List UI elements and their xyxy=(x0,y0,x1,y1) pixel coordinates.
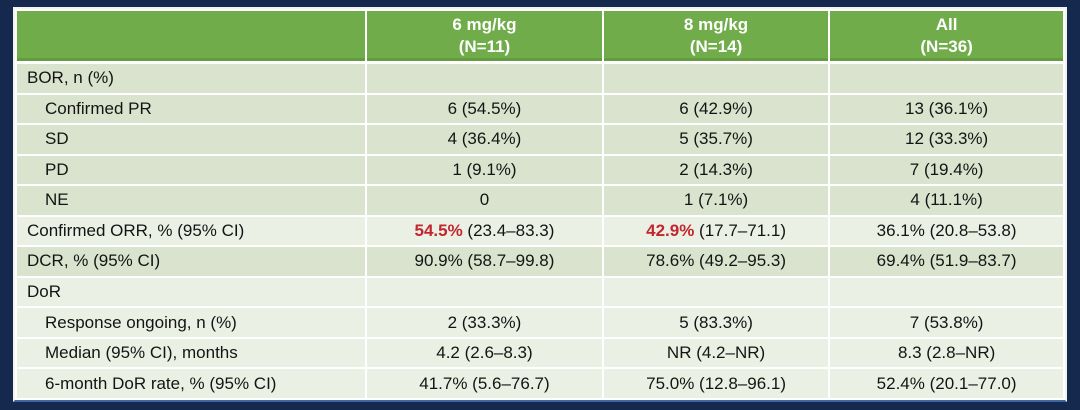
data-cell: 78.6% (49.2–95.3) xyxy=(601,245,831,278)
data-cell: 4.2 (2.6–8.3) xyxy=(365,336,604,370)
data-cell: 1 (7.1%) xyxy=(601,184,831,217)
data-cell: 41.7% (5.6–76.7) xyxy=(365,367,604,400)
column-header-dose: 8 mg/kg xyxy=(683,15,749,35)
row-label: DCR, % (95% CI) xyxy=(14,245,368,278)
data-cell: 1 (9.1%) xyxy=(365,153,604,187)
table-row: BOR, n (%) xyxy=(14,61,1065,95)
column-header-all: All (N=36) xyxy=(828,9,1065,64)
data-cell: 52.4% (20.1–77.0) xyxy=(828,367,1065,400)
results-table-wrap: 6 mg/kg (N=11) 8 mg/kg (N=14) All (N=36)… xyxy=(13,7,1067,402)
highlighted-value: 42.9% xyxy=(646,220,695,240)
column-header-n: (N=11) xyxy=(458,37,511,56)
data-cell: 7 (53.8%) xyxy=(828,306,1065,339)
table-row: 6-month DoR rate, % (95% CI) 41.7% (5.6–7… xyxy=(14,367,1065,400)
table-row: DCR, % (95% CI) 90.9% (58.7–99.8) 78.6% (4… xyxy=(14,245,1065,278)
column-header-n: (N=36) xyxy=(920,37,973,56)
data-cell: 75.0% (12.8–96.1) xyxy=(601,367,831,400)
data-cell xyxy=(828,61,1065,95)
table-row: Confirmed PR 6 (54.5%) 6 (42.9%) 13 (36.1%) xyxy=(14,92,1065,126)
data-cell: 2 (33.3%) xyxy=(365,306,604,339)
data-cell: 0 xyxy=(365,184,604,217)
table-row: NE 0 1 (7.1%) 4 (11.1%) xyxy=(14,184,1065,217)
column-header-8mgkg: 8 mg/kg (N=14) xyxy=(601,9,831,64)
column-header-dose: 6 mg/kg xyxy=(452,15,517,35)
data-cell: 6 (42.9%) xyxy=(601,92,831,126)
data-cell: NR (4.2–NR) xyxy=(601,336,831,370)
data-cell xyxy=(365,61,604,95)
data-cell xyxy=(601,275,831,309)
column-header-6mgkg: 6 mg/kg (N=11) xyxy=(365,9,604,64)
header-row: 6 mg/kg (N=11) 8 mg/kg (N=14) All (N=36) xyxy=(14,9,1065,64)
table-row: Median (95% CI), months 4.2 (2.6–8.3) NR (… xyxy=(14,336,1065,370)
data-cell: 8.3 (2.8–NR) xyxy=(828,336,1065,370)
data-cell: 13 (36.1%) xyxy=(828,92,1065,126)
data-cell: 69.4% (51.9–83.7) xyxy=(828,245,1065,278)
data-cell xyxy=(828,275,1065,309)
data-cell: 7 (19.4%) xyxy=(828,153,1065,187)
row-label: DoR xyxy=(14,275,368,309)
results-table: 6 mg/kg (N=11) 8 mg/kg (N=14) All (N=36)… xyxy=(14,9,1065,400)
data-cell xyxy=(601,61,831,95)
row-label: BOR, n (%) xyxy=(14,61,368,95)
table-row: PD 1 (9.1%) 2 (14.3%) 7 (19.4%) xyxy=(14,153,1065,187)
column-header-dose: All xyxy=(935,15,958,35)
row-label: PD xyxy=(14,153,368,187)
table-row: DoR xyxy=(14,275,1065,309)
row-label: Response ongoing, n (%) xyxy=(14,306,368,339)
column-header-rowlabels xyxy=(14,9,368,64)
data-cell: 2 (14.3%) xyxy=(601,153,831,187)
row-label: Confirmed PR xyxy=(14,92,368,126)
data-cell: 54.5% (23.4–83.3) xyxy=(365,214,604,248)
row-label: 6-month DoR rate, % (95% CI) xyxy=(14,367,368,400)
row-label: SD xyxy=(14,123,368,156)
table-row: Confirmed ORR, % (95% CI) 54.5% (23.4–83.… xyxy=(14,214,1065,248)
table-header: 6 mg/kg (N=11) 8 mg/kg (N=14) All (N=36) xyxy=(14,9,1065,64)
data-cell: 12 (33.3%) xyxy=(828,123,1065,156)
row-label: NE xyxy=(14,184,368,217)
data-cell: 90.9% (58.7–99.8) xyxy=(365,245,604,278)
data-cell: 36.1% (20.8–53.8) xyxy=(828,214,1065,248)
highlighted-value: 54.5% xyxy=(414,220,463,240)
data-cell: 6 (54.5%) xyxy=(365,92,604,126)
data-cell xyxy=(365,275,604,309)
table-row: Response ongoing, n (%) 2 (33.3%) 5 (83.3%… xyxy=(14,306,1065,339)
data-cell: 5 (83.3%) xyxy=(601,306,831,339)
column-header-n: (N=14) xyxy=(689,37,743,56)
row-label: Median (95% CI), months xyxy=(14,336,368,370)
data-cell: 4 (11.1%) xyxy=(828,184,1065,217)
results-table-body: BOR, n (%) Confirmed PR 6 (54.5%) 6 (42.9%)… xyxy=(14,61,1065,400)
table-row: SD 4 (36.4%) 5 (35.7%) 12 (33.3%) xyxy=(14,123,1065,156)
data-cell: 4 (36.4%) xyxy=(365,123,604,156)
row-label: Confirmed ORR, % (95% CI) xyxy=(14,214,368,248)
data-cell: 5 (35.7%) xyxy=(601,123,831,156)
data-cell: 42.9% (17.7–71.1) xyxy=(601,214,831,248)
